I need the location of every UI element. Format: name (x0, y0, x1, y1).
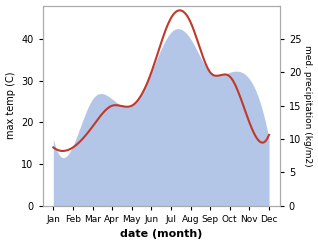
Y-axis label: med. precipitation (kg/m2): med. precipitation (kg/m2) (303, 45, 313, 167)
Y-axis label: max temp (C): max temp (C) (5, 72, 16, 139)
X-axis label: date (month): date (month) (120, 230, 202, 239)
